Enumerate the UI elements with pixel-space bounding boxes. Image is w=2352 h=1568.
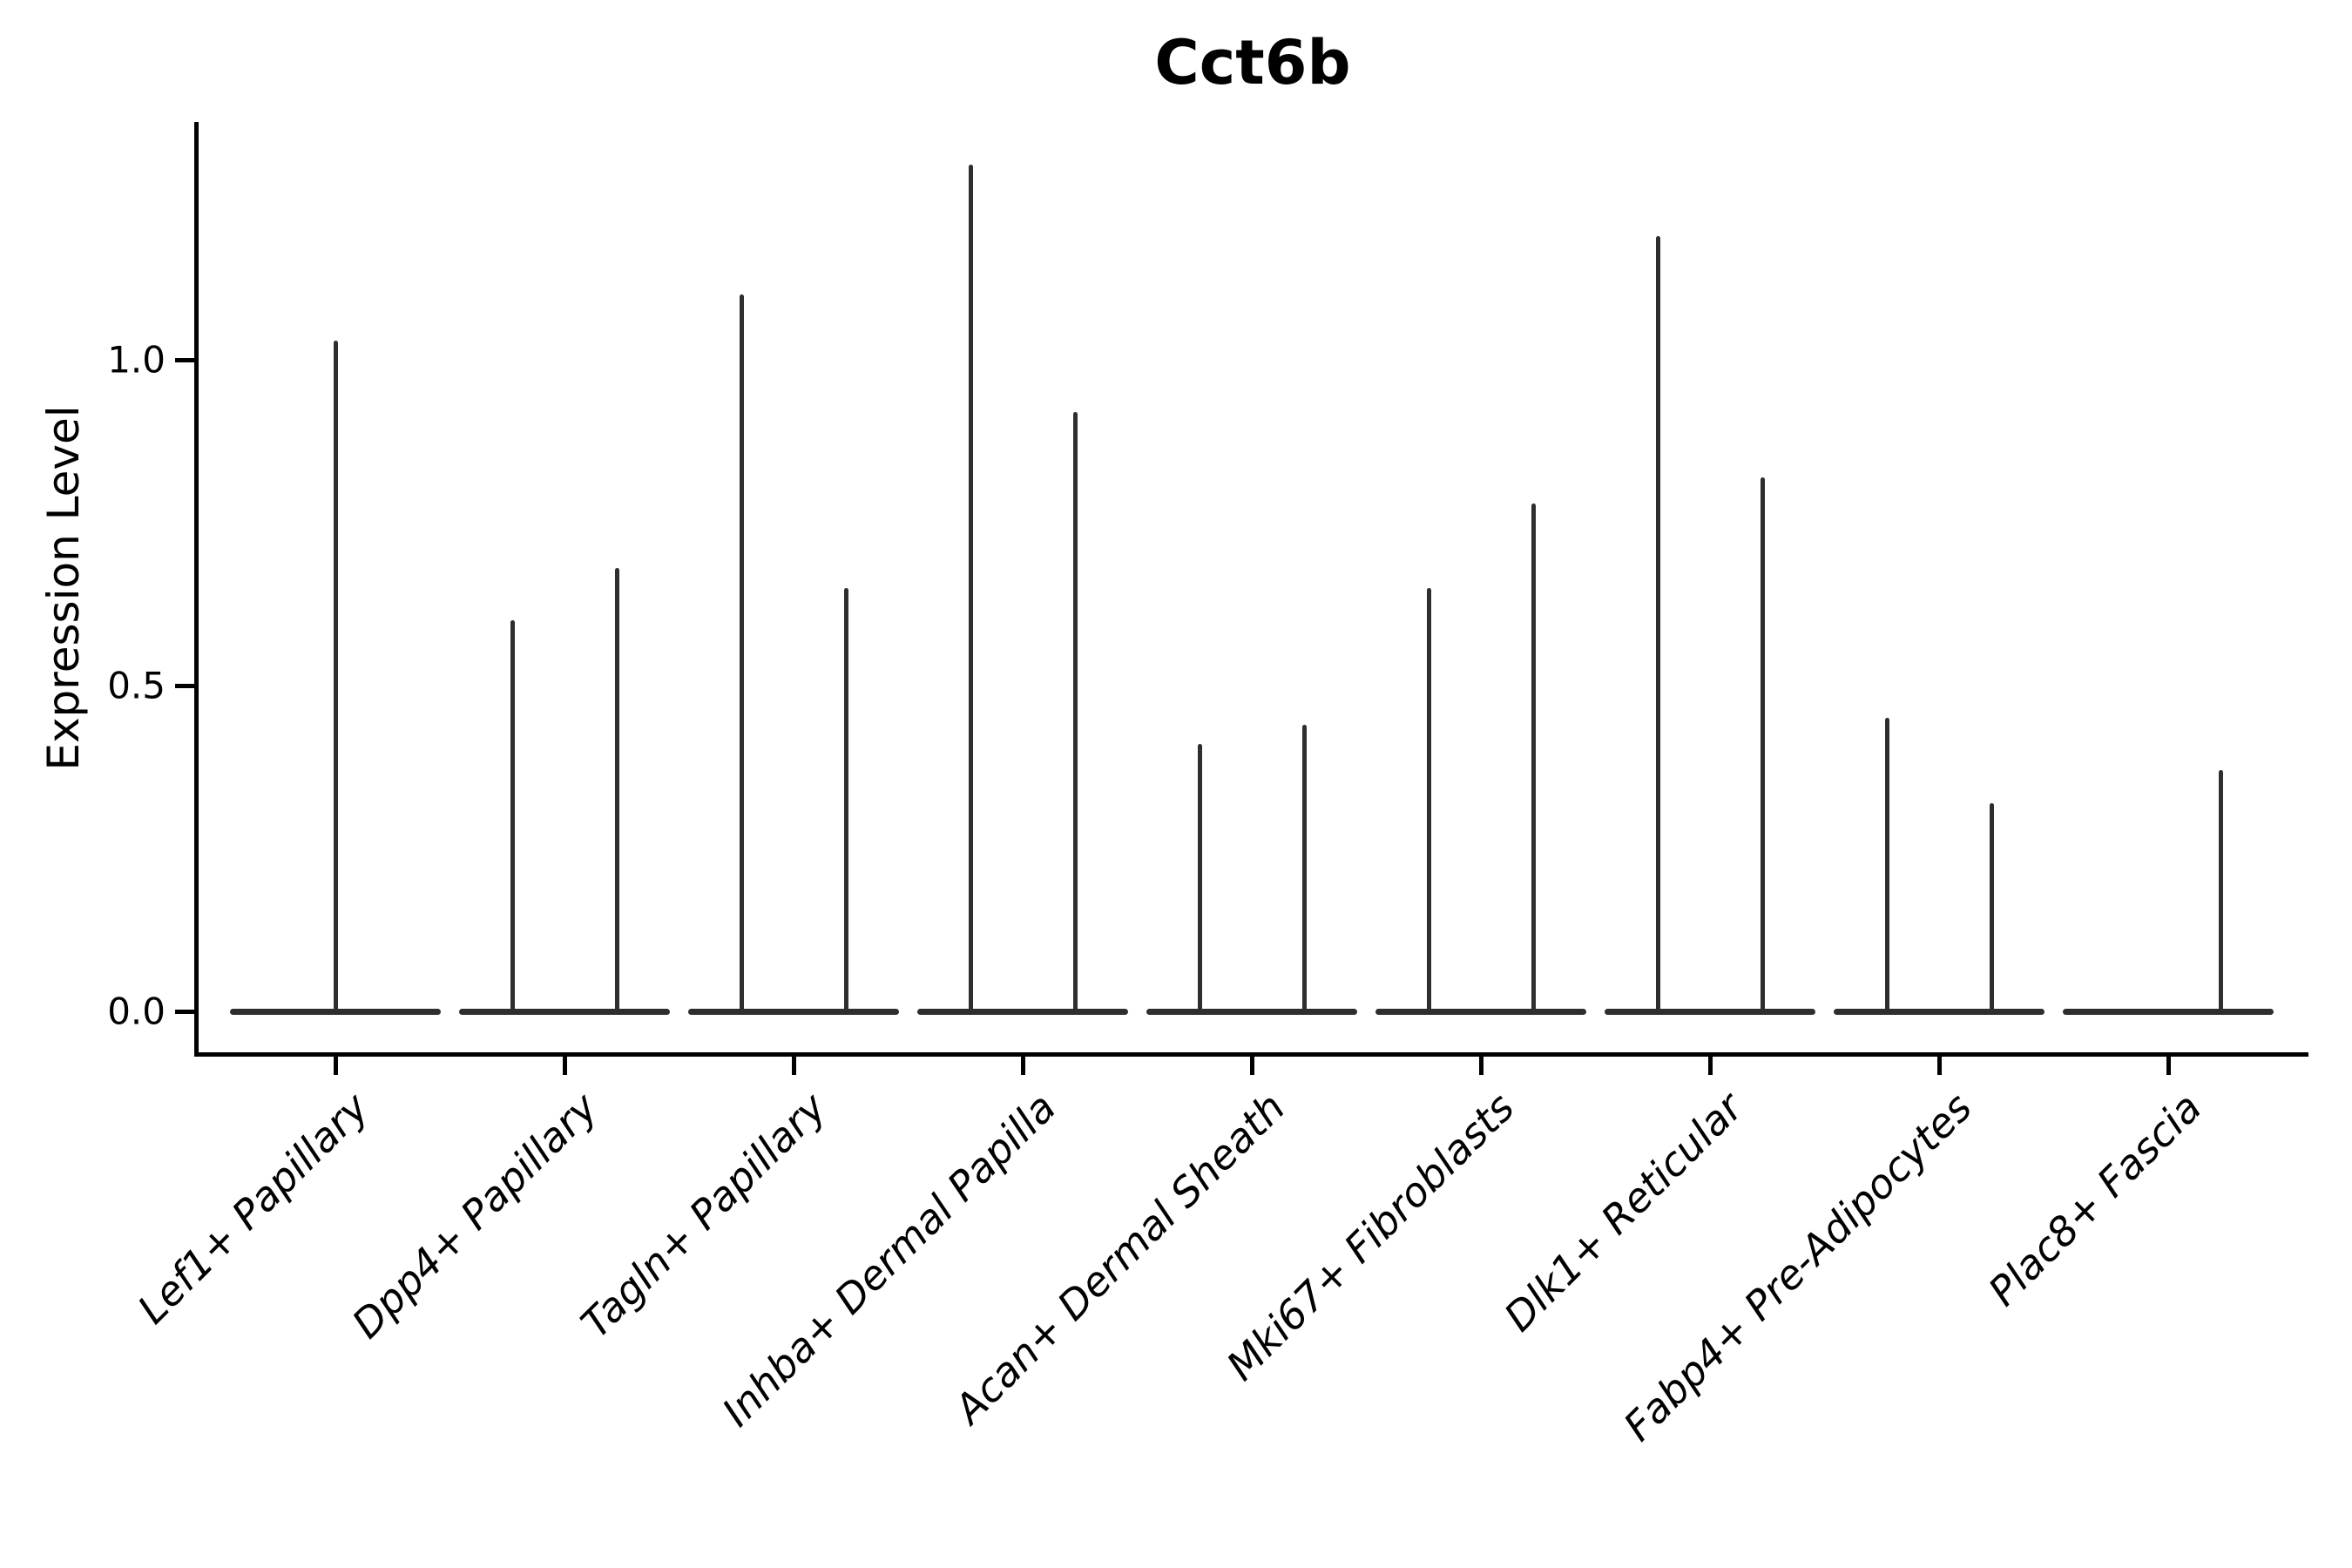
violin-spike [1301,724,1307,1014]
y-tick-mark [175,357,196,362]
x-tick-mark [791,1056,796,1075]
x-axis-spine [194,1052,2308,1057]
violin-spike [739,294,744,1014]
violin-spike [510,620,515,1014]
violin-baseline [917,1008,1128,1015]
violin-baseline [1605,1008,1815,1015]
violin-baseline [1834,1008,2044,1015]
violin-spike [1884,718,1889,1014]
violin-spike [1426,587,1431,1014]
violin-spike [1197,744,1202,1014]
violin-spike [843,587,848,1014]
x-tick-label: Dlk1+ Reticular [1495,1084,1753,1341]
y-tick-mark [175,683,196,688]
violin-spike [1072,411,1078,1014]
y-tick-label: 0.5 [107,664,166,707]
x-tick-mark [1020,1056,1025,1075]
violin-baseline [1375,1008,1586,1015]
x-tick-mark [1249,1056,1254,1075]
violin-spike [2218,770,2223,1014]
violin-spike [333,340,338,1014]
violin-spike [1531,503,1536,1014]
y-tick-label: 1.0 [107,338,166,382]
y-axis-spine [194,122,199,1057]
violin-baseline [1146,1008,1357,1015]
violin-baseline [2063,1008,2274,1015]
x-tick-mark [1707,1056,1713,1075]
y-tick-mark [175,1009,196,1014]
violin-spike [1655,235,1660,1014]
violin-spike [1760,476,1765,1014]
x-tick-label: Plac8+ Fascia [1978,1084,2211,1315]
x-tick-mark [1936,1056,1942,1075]
x-tick-mark [333,1056,338,1075]
y-axis-label: Expression Level [38,405,89,771]
x-tick-mark [2166,1056,2171,1075]
x-tick-label: Tagln+ Papillary [571,1084,836,1348]
x-tick-mark [1478,1056,1484,1075]
x-tick-label: Dpp4+ Papillary [342,1084,607,1348]
violin-spike [1989,802,1994,1014]
violin-baseline [459,1008,670,1015]
violin-spike [614,568,619,1014]
x-tick-label: Lef1+ Papillary [128,1084,378,1333]
violin-spike [968,164,973,1014]
plot-title: Cct6b [1154,27,1351,98]
x-tick-mark [562,1056,567,1075]
violin-baseline [688,1008,899,1015]
y-tick-label: 0.0 [107,990,166,1033]
